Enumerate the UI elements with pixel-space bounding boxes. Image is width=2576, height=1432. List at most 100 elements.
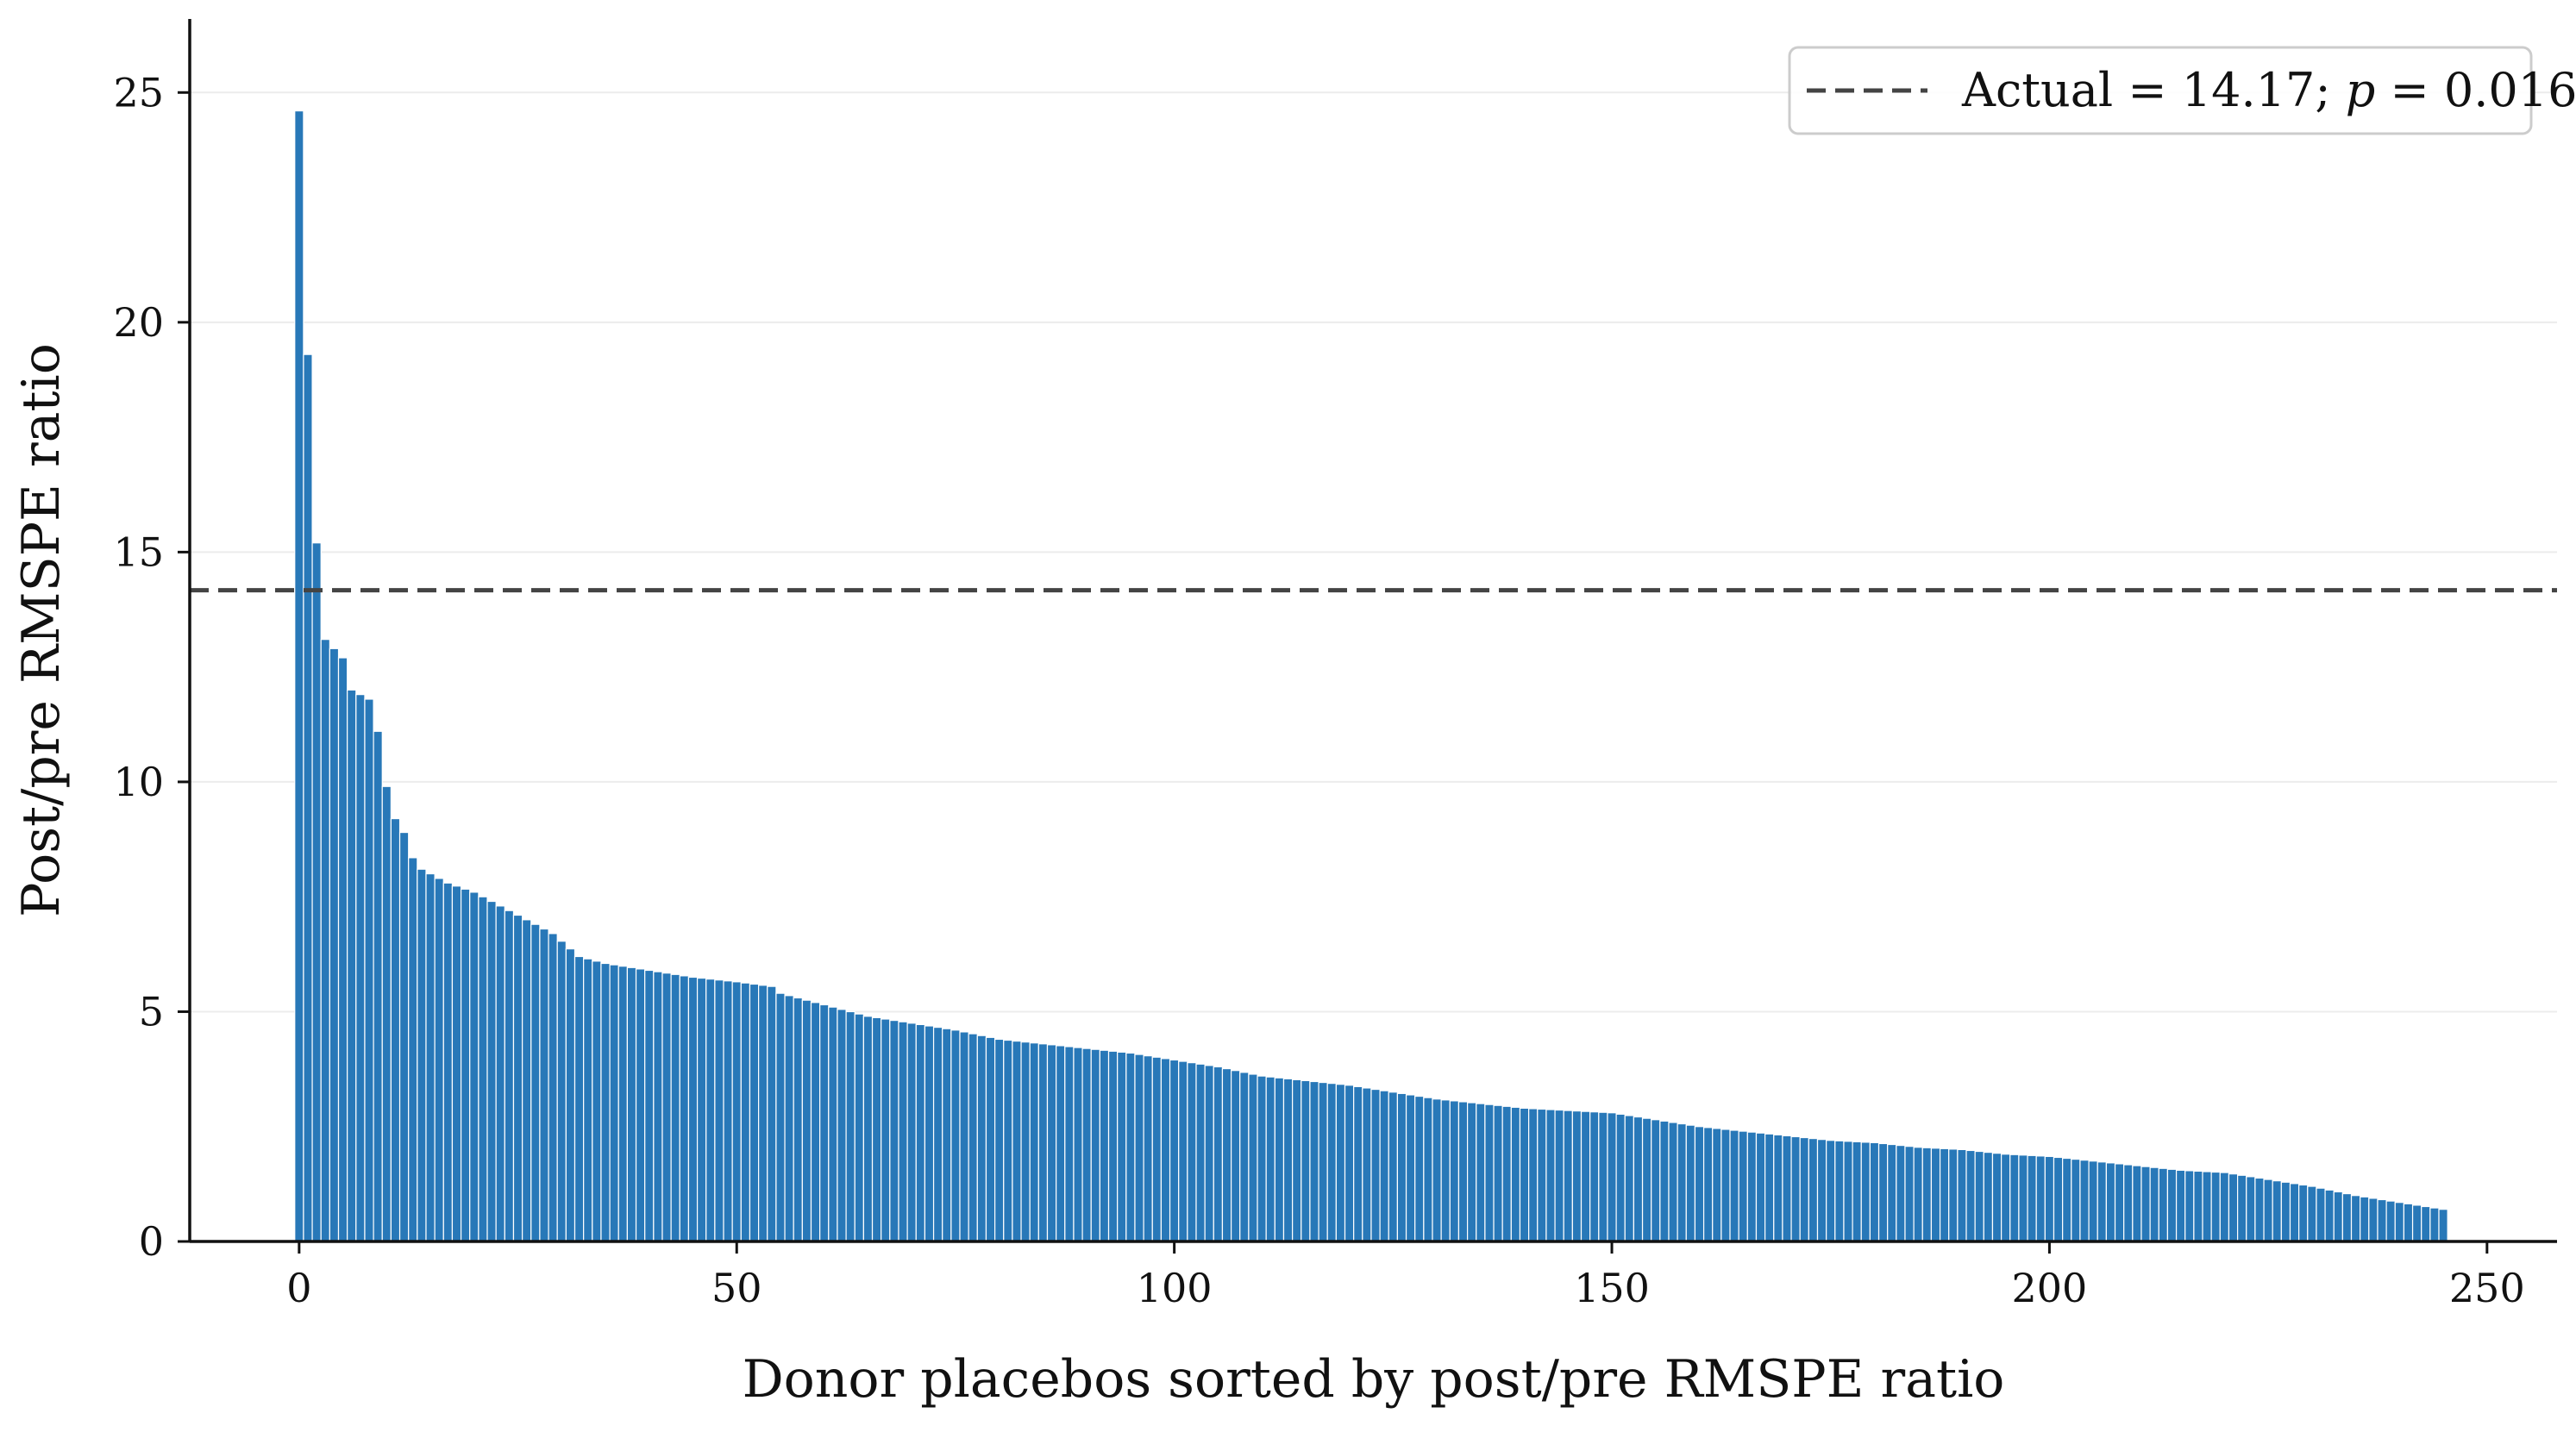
bar xyxy=(1773,1134,1783,1242)
bar xyxy=(862,1016,874,1242)
bar xyxy=(1388,1091,1399,1242)
bar xyxy=(1633,1116,1644,1242)
bar xyxy=(1563,1110,1573,1242)
bar xyxy=(1169,1059,1180,1242)
bar xyxy=(1362,1087,1372,1242)
bar xyxy=(1440,1099,1451,1242)
bar xyxy=(2114,1163,2125,1242)
bar xyxy=(600,962,611,1242)
bar xyxy=(1755,1132,1766,1242)
bar xyxy=(1799,1136,1809,1242)
bar xyxy=(1607,1112,1617,1242)
bar xyxy=(2307,1185,2317,1242)
bar xyxy=(2280,1181,2291,1242)
bar xyxy=(1729,1129,1739,1242)
bar xyxy=(417,868,427,1242)
bar xyxy=(373,730,383,1242)
bar xyxy=(398,831,410,1242)
bar xyxy=(460,888,471,1242)
bar xyxy=(1843,1141,1853,1242)
bar xyxy=(592,960,602,1242)
bar xyxy=(2184,1170,2195,1242)
bar xyxy=(889,1019,899,1242)
bar xyxy=(512,914,523,1242)
bar xyxy=(1651,1119,1661,1242)
bar xyxy=(1003,1039,1013,1242)
bar xyxy=(1493,1104,1503,1242)
bar xyxy=(469,891,479,1242)
x-tick-label: 100 xyxy=(1137,1265,1213,1311)
bar xyxy=(2324,1189,2335,1242)
bar xyxy=(364,698,374,1242)
bar xyxy=(1991,1153,2003,1242)
bar xyxy=(898,1021,908,1242)
bar xyxy=(976,1035,987,1242)
bar xyxy=(2071,1158,2081,1242)
bar xyxy=(2263,1179,2273,1242)
bar xyxy=(2105,1162,2116,1242)
bar xyxy=(854,1013,864,1242)
bar xyxy=(1107,1050,1119,1242)
x-tick-label: 200 xyxy=(2012,1265,2088,1311)
bar xyxy=(1659,1120,1670,1242)
bar xyxy=(2009,1154,2020,1242)
bar xyxy=(731,981,742,1242)
bar xyxy=(1554,1109,1564,1242)
bar xyxy=(626,966,637,1242)
bar xyxy=(390,817,401,1242)
bar xyxy=(1484,1104,1495,1242)
bar xyxy=(1073,1047,1083,1242)
bar xyxy=(2027,1154,2037,1242)
bars-group xyxy=(294,110,2448,1242)
bar xyxy=(1335,1084,1346,1242)
bar xyxy=(819,1004,830,1242)
bar xyxy=(2079,1160,2090,1242)
bar xyxy=(828,1006,838,1242)
bar xyxy=(2088,1160,2098,1242)
bar xyxy=(2001,1154,2011,1242)
bar xyxy=(1143,1055,1153,1242)
bar xyxy=(2341,1192,2353,1242)
bar xyxy=(994,1038,1005,1242)
bar xyxy=(1344,1085,1355,1242)
bar xyxy=(617,966,628,1242)
bar xyxy=(530,923,541,1242)
bar xyxy=(1501,1105,1512,1242)
bar xyxy=(714,979,724,1242)
bar xyxy=(950,1029,961,1242)
bar xyxy=(1134,1054,1144,1242)
bar xyxy=(749,983,760,1242)
bar xyxy=(320,639,330,1242)
bar xyxy=(793,997,803,1242)
bar xyxy=(2298,1184,2309,1242)
bar xyxy=(522,919,532,1242)
bar xyxy=(1178,1060,1188,1242)
bar xyxy=(1720,1129,1731,1242)
bar xyxy=(845,1010,856,1242)
bar xyxy=(495,905,505,1242)
bar xyxy=(2385,1200,2396,1242)
x-tick-label: 150 xyxy=(1574,1265,1650,1311)
bar xyxy=(2368,1198,2379,1242)
bar xyxy=(347,689,357,1242)
y-axis-title: Post/pre RMSPE ratio xyxy=(11,343,72,917)
bar xyxy=(1545,1109,1556,1242)
bar xyxy=(2097,1161,2107,1242)
bar xyxy=(1029,1042,1039,1242)
bar xyxy=(1117,1051,1127,1242)
legend-label-p: p xyxy=(2346,63,2376,117)
bar xyxy=(556,941,567,1242)
bar xyxy=(2132,1165,2142,1242)
bar xyxy=(1764,1133,1775,1242)
y-tick-label: 20 xyxy=(113,299,164,346)
bar xyxy=(1782,1135,1792,1242)
bar xyxy=(915,1023,926,1242)
bar xyxy=(1405,1094,1416,1242)
bar xyxy=(1712,1128,1722,1242)
bar xyxy=(478,896,488,1242)
bar xyxy=(679,975,690,1242)
bar xyxy=(1046,1044,1057,1242)
bar xyxy=(1580,1110,1591,1242)
bar xyxy=(740,982,751,1242)
